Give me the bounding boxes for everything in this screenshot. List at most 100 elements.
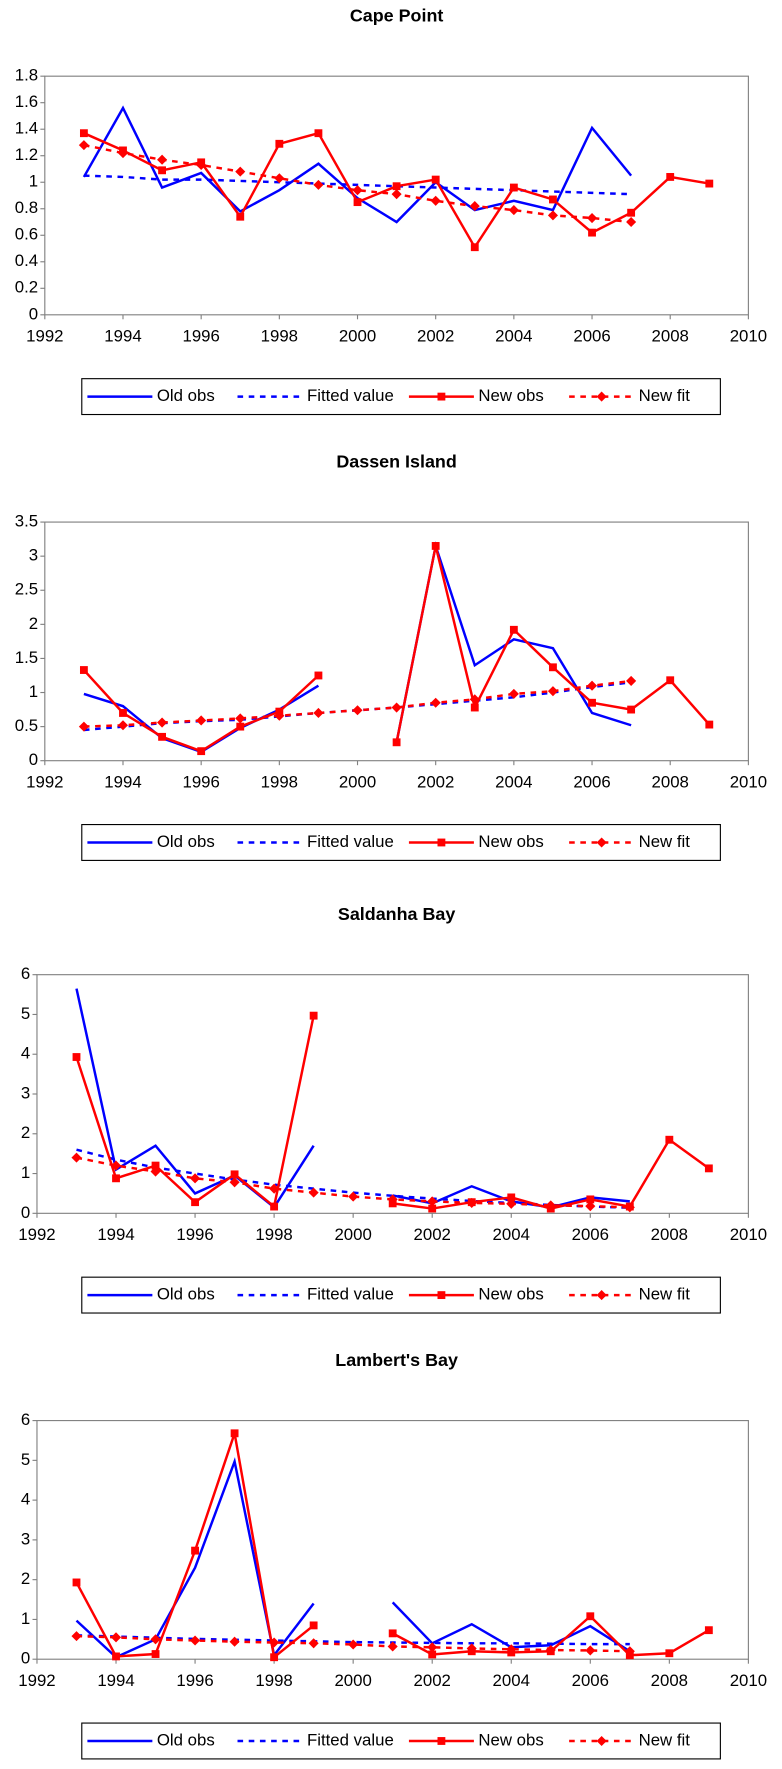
y-tick-label: 0 (29, 304, 38, 323)
marker (191, 1546, 199, 1555)
legend-label: New obs (478, 1730, 543, 1749)
marker (352, 185, 363, 196)
legend-label: New fit (639, 832, 691, 851)
x-tick-label: 2004 (493, 1671, 530, 1690)
y-tick-label: 1.6 (15, 92, 38, 111)
marker (430, 195, 441, 206)
marker (547, 210, 558, 221)
x-tick-label: 2000 (339, 773, 376, 792)
x-tick-label: 1994 (97, 1225, 134, 1244)
y-tick-label: 2 (21, 1123, 30, 1142)
marker (235, 166, 246, 177)
y-tick-label: 2 (21, 1569, 30, 1588)
marker (309, 1011, 318, 1020)
marker (314, 129, 323, 138)
plot-area (44, 75, 749, 316)
x-tick-label: 1992 (18, 1225, 55, 1244)
series-line (76, 1634, 630, 1653)
y-tick-label: 2 (29, 614, 38, 633)
x-tick-label: 1992 (18, 1671, 55, 1690)
marker (549, 195, 557, 204)
legend-label: New obs (478, 1285, 543, 1304)
series-line (76, 1634, 630, 1646)
y-tick-label: 3 (29, 546, 38, 565)
y-tick-label: 1.2 (15, 145, 38, 164)
x-tick-label: 1992 (26, 327, 63, 346)
y-tick-label: 3 (21, 1083, 30, 1102)
marker (627, 705, 636, 714)
x-tick-label: 2002 (417, 327, 454, 346)
legend-label: New fit (639, 386, 691, 405)
series-line (83, 174, 632, 196)
marker (586, 1612, 595, 1621)
series-line (83, 143, 632, 224)
marker (270, 1202, 279, 1211)
y-tick-label: 1.8 (15, 66, 38, 85)
series-line (83, 679, 632, 728)
x-tick-label: 1998 (255, 1225, 292, 1244)
marker (110, 1160, 122, 1171)
marker (665, 1135, 674, 1144)
legend-label: Old obs (157, 1730, 215, 1749)
marker (117, 720, 129, 731)
marker (596, 1735, 607, 1747)
marker (624, 1202, 635, 1213)
y-tick-label: 1 (29, 172, 38, 191)
marker (230, 1429, 239, 1438)
marker (79, 129, 88, 138)
x-tick-label: 2008 (652, 327, 689, 346)
marker (626, 675, 637, 686)
marker (157, 717, 168, 728)
marker (157, 154, 168, 165)
marker (596, 837, 607, 848)
y-tick-label: 0.4 (15, 251, 38, 270)
marker (236, 212, 245, 221)
marker (470, 243, 479, 252)
marker (190, 1635, 201, 1646)
marker (509, 183, 518, 192)
y-tick-label: 1 (21, 1609, 30, 1628)
marker (437, 392, 446, 401)
marker (431, 542, 440, 550)
marker (110, 1632, 122, 1643)
marker (308, 1638, 319, 1649)
x-tick-label: 1994 (104, 327, 141, 346)
marker (586, 1195, 595, 1204)
marker (427, 1642, 438, 1653)
marker (437, 1291, 446, 1300)
chart: Cape Point 0 0.2 0.4 0.6 0.8 1 1.2 1.4 1.6 1.8 1992… (15, 6, 767, 416)
chart: Dassen Island 0 0.5 1 1.5 2 2.5 3 3.5 1992 1994 199… (15, 451, 767, 861)
legend-label: Old obs (157, 1285, 215, 1304)
chart-title: Lambert's Bay (335, 1350, 458, 1370)
marker (545, 1200, 556, 1211)
marker (230, 1170, 239, 1179)
marker (112, 1652, 120, 1661)
legend-label: Fitted value (307, 386, 394, 405)
marker (236, 722, 245, 731)
marker (624, 1646, 635, 1657)
marker (191, 1198, 199, 1207)
marker (586, 212, 598, 224)
x-tick-label: 2010 (730, 327, 767, 346)
y-tick-label: 1 (21, 1163, 30, 1182)
marker (507, 1193, 516, 1202)
plot-area (44, 521, 749, 762)
y-tick-label: 2.5 (15, 580, 38, 599)
y-tick-label: 6 (21, 964, 30, 983)
y-tick-label: 0 (21, 1649, 30, 1668)
legend-label: New obs (478, 832, 543, 851)
marker (666, 676, 675, 685)
plot-area (36, 1420, 749, 1660)
marker (430, 697, 441, 708)
marker (308, 1187, 319, 1198)
x-tick-label: 2006 (573, 773, 610, 792)
chart-title: Cape Point (350, 6, 444, 26)
marker (585, 1645, 596, 1656)
chart-title: Dassen Island (336, 451, 456, 471)
marker (190, 1173, 201, 1184)
marker (151, 1161, 160, 1170)
marker (596, 391, 607, 402)
y-tick-label: 0 (29, 750, 38, 769)
chart-title: Saldanha Bay (338, 904, 455, 924)
x-tick-label: 2008 (651, 1225, 688, 1244)
